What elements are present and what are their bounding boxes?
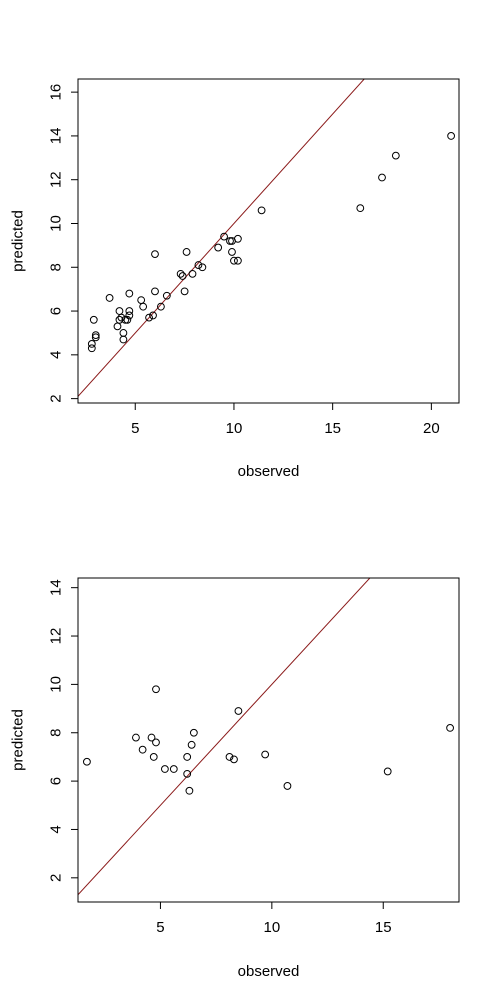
y-tick-label: 8 [48,729,65,737]
plot-bottom: 5 10 15 2 4 6 8 10 12 14 observed predicted [10,577,460,980]
data-point [151,250,159,259]
data-point [378,173,386,182]
y-tick-label: 8 [48,263,65,271]
data-point [91,333,100,342]
y-tick-label: 12 [48,171,65,188]
data-point [87,339,96,348]
data-point [178,272,187,280]
y-tick-label: 6 [48,777,65,785]
y-tick-label: 4 [48,351,65,359]
data-point [234,707,243,715]
data-point [187,740,196,749]
data-point [89,315,98,324]
data-point [356,204,365,213]
data-point [145,313,153,322]
y-tick-label: 2 [48,394,65,402]
data-point [125,307,134,315]
data-point [188,269,197,278]
data-point [189,728,198,737]
reference-line [78,79,365,398]
data-point [220,232,228,241]
data-point [125,311,134,320]
data-point [152,738,160,747]
data-point [169,765,178,773]
data-point [160,765,169,773]
y-tick-label: 12 [48,628,65,645]
data-point [123,315,132,324]
y-tick-label: 10 [48,676,65,693]
y-tick-label: 16 [48,84,65,101]
x-tick-label: 15 [375,919,392,936]
data-point [257,206,266,215]
data-point [137,296,146,305]
x-tick-label: 15 [324,420,341,437]
x-axis-title: observed [238,963,300,980]
y-axis-title: predicted [10,709,27,771]
data-point [183,753,192,761]
data-point [139,302,148,311]
data-point [119,329,128,337]
data-point [180,287,189,296]
x-axis-title: observed [238,463,300,480]
x-tick-label: 10 [263,919,280,936]
data-point [138,745,147,754]
y-tick-label: 4 [48,825,65,833]
data-point [446,724,454,732]
data-point [149,753,158,761]
data-point [228,248,236,256]
data-point [115,307,124,315]
data-point [91,331,100,340]
data-point [391,151,400,160]
data-point [151,287,159,296]
data-point [132,733,140,742]
data-point [447,132,456,140]
data-point [383,767,392,776]
data-point [83,757,91,766]
data-point [115,315,124,324]
data-point [147,733,156,742]
data-point [194,261,203,269]
data-point [230,755,238,764]
data-point [105,294,114,302]
data-point [176,269,185,278]
y-axis-title: predicted [10,210,27,272]
data-point [121,315,130,324]
data-point [225,753,234,761]
plot-top: 5 10 15 20 2 4 6 8 10 12 14 16 observed predicted [10,78,460,480]
data-point [234,256,242,265]
data-point [226,237,234,245]
data-point [125,289,134,298]
data-point [119,335,128,344]
data-point [234,234,242,243]
data-point [183,769,192,778]
data-point [230,256,238,265]
data-point [162,291,171,300]
y-tick-label: 14 [48,579,65,596]
x-tick-label: 5 [156,919,164,936]
y-tick-label: 14 [48,128,65,145]
x-tick-label: 10 [226,420,243,437]
data-point [149,311,157,320]
plot-frame [77,78,460,404]
data-point [283,782,292,790]
y-tick-label: 6 [48,307,65,315]
data-point [182,248,191,256]
data-point [113,322,122,331]
y-tick-label: 2 [48,874,65,882]
x-tick-label: 5 [131,420,139,437]
y-tick-label: 10 [48,215,65,232]
data-point [185,786,194,795]
data-point [152,685,160,694]
reference-line [78,578,371,896]
data-point [157,302,165,311]
x-tick-label: 20 [423,420,440,437]
plot-frame [77,577,460,903]
data-point [214,243,223,252]
data-point [87,344,96,353]
data-point [261,750,270,759]
data-point [198,263,207,272]
